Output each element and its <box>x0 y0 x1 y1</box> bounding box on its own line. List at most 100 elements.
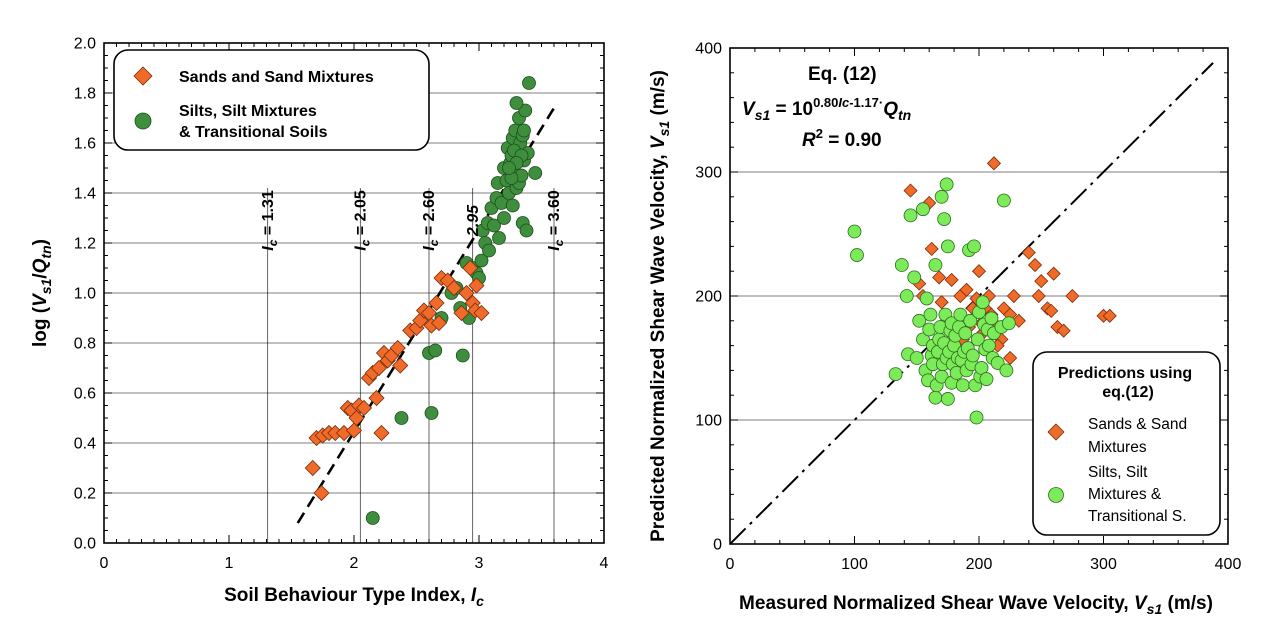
right-x-tick-label: 400 <box>1215 556 1242 573</box>
left-x-axis-label: Soil Behaviour Type Index, Ic <box>224 585 484 609</box>
left-sand-point <box>355 399 373 417</box>
left-silt-point <box>365 511 380 525</box>
left-plot-frame <box>103 42 605 544</box>
left-silt-point <box>482 243 496 258</box>
right-silt-point <box>970 332 985 347</box>
right-y-tick-label: 200 <box>695 289 722 306</box>
left-data-points <box>304 76 543 525</box>
left-y-tick-label: 1.2 <box>74 236 96 253</box>
right-sand-point <box>934 295 949 310</box>
left-chart: 0 1 2 3 4 0.0 0.2 0.4 0.6 0.8 1.0 1.2 1.4 1.6 1.8 2.0 I… <box>30 36 609 610</box>
equation-formula: Vs1 = 100.80Ic-1.17·Qtn <box>742 95 911 123</box>
left-gridlines <box>104 92 604 543</box>
right-silt-point <box>997 193 1011 208</box>
right-silt-point <box>940 239 955 254</box>
right-silt-point <box>982 338 996 353</box>
left-sand-point <box>368 389 385 407</box>
left-tick-labels: 0 1 2 3 4 0.0 0.2 0.4 0.6 0.8 1.0 1.2 1.4 1.6 1.8 2.0 <box>74 36 609 573</box>
ic-label-value: = 1.31 <box>260 190 277 239</box>
right-silt-point <box>928 258 943 272</box>
right-silt-point <box>958 326 973 341</box>
right-silt-point <box>912 313 927 328</box>
eq-r2-sup: 2 <box>816 126 823 141</box>
eq-lhs-sub: s1 <box>755 107 771 123</box>
left-y-label-sym: V <box>30 293 51 307</box>
right-silt-point <box>919 291 934 306</box>
right-sand-point <box>1027 257 1043 273</box>
eq-q: Q <box>883 99 898 120</box>
right-legend-title: Predictions using <box>1058 365 1192 382</box>
ic-label-sym: I <box>260 246 277 251</box>
right-y-axis-label: Predicted Normalized Shear Wave Velocity… <box>648 70 672 542</box>
left-ic-label: Ic = 2.05 <box>352 190 372 251</box>
left-legend: Sands and Sand Mixtures Silts, Silt Mixt… <box>113 49 430 151</box>
right-silt-point <box>979 372 994 386</box>
right-silt-point <box>1001 316 1016 331</box>
right-silt-point <box>916 332 930 347</box>
left-y-label-sub2: tn <box>38 245 54 258</box>
left-silt-point <box>455 348 470 363</box>
ic-label-sub: c <box>266 239 280 246</box>
left-ic-label: 2.95 <box>465 204 482 237</box>
left-silt-point <box>474 253 489 268</box>
right-y-tick-label: 400 <box>695 41 722 58</box>
left-y-tick-label: 0.4 <box>74 436 96 453</box>
left-sand-point <box>462 259 479 277</box>
right-silt-point <box>984 311 999 326</box>
right-x-axis-label: Measured Normalized Shear Wave Velocity,… <box>739 593 1213 617</box>
left-y-tick-label: 1.6 <box>74 136 96 153</box>
left-silt-point <box>505 198 520 213</box>
right-silt-point <box>928 390 943 405</box>
right-legend-label-silts-2: Mixtures & <box>1088 486 1162 503</box>
right-silt-point <box>963 313 978 328</box>
left-sand-point <box>370 359 388 377</box>
left-silt-point <box>497 211 511 225</box>
legend-label-silts: Silts, Silt Mixtures <box>179 103 317 120</box>
eq-exp: 0.80 <box>813 95 838 110</box>
eq-r2-sym: R <box>802 130 816 151</box>
left-y-tick-label: 1.4 <box>74 186 96 203</box>
left-y-label-mid: / <box>30 273 51 279</box>
ic-label-sub: c <box>358 239 372 246</box>
right-silt-point <box>934 189 949 204</box>
ic-label-sym: I <box>421 246 438 251</box>
right-x-label-unit: (m/s) <box>1162 593 1213 614</box>
left-sand-point <box>389 339 406 357</box>
ic-label-sub: c <box>427 239 441 246</box>
left-sand-point <box>468 277 485 294</box>
right-legend-label-silts-3: Transitional S. <box>1088 508 1187 525</box>
right-y-tick-label: 0 <box>713 537 722 554</box>
left-sand-point <box>348 409 365 427</box>
right-y-label-sub: s1 <box>656 121 672 137</box>
right-silt-point <box>850 248 864 262</box>
equation-block: Eq. (12) Vs1 = 100.80Ic-1.17·Qtn R2 = 0.… <box>742 64 911 151</box>
left-x-tick-label: 3 <box>475 555 484 572</box>
right-silt-point <box>847 224 862 239</box>
left-x-label-text: Soil Behaviour Type Index, <box>224 585 471 606</box>
left-sand-point <box>313 484 330 502</box>
right-tick-labels: 0 100 200 300 400 0 100 200 300 400 <box>695 41 1241 574</box>
left-silt-point <box>502 161 516 175</box>
left-y-axis-label: log (Vs1/Qtn) <box>30 239 54 347</box>
right-x-tick-label: 0 <box>726 556 735 573</box>
right-silt-point <box>907 270 922 285</box>
right-silt-point <box>939 177 954 192</box>
left-silt-point <box>522 76 536 90</box>
right-silt-point <box>969 410 984 425</box>
right-silt-point <box>975 295 990 310</box>
right-silt-point <box>903 208 918 223</box>
left-x-tick-label: 0 <box>100 555 109 572</box>
eq-r2-val: = 0.90 <box>823 130 882 151</box>
left-y-tick-label: 1.0 <box>74 286 96 303</box>
right-sand-point <box>1044 303 1059 318</box>
left-sand-point <box>428 294 445 312</box>
right-silt-point <box>965 348 980 363</box>
right-sand-point <box>1046 266 1061 281</box>
right-chart: 0 100 200 300 400 0 100 200 300 400 Eq. (12) Vs1 … <box>648 41 1241 618</box>
left-silt-point <box>528 166 543 180</box>
ic-label-sym: I <box>546 246 563 251</box>
left-sand-point <box>430 314 448 332</box>
left-sand-point <box>345 422 363 439</box>
left-ic-label: Ic = 2.60 <box>421 190 441 251</box>
